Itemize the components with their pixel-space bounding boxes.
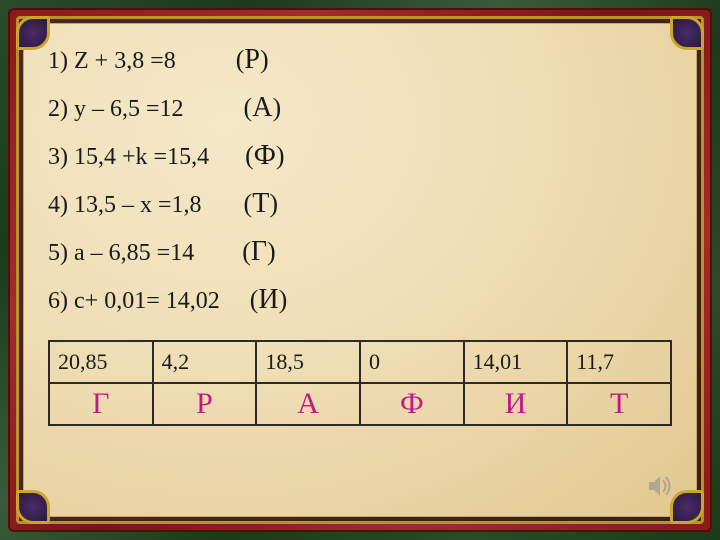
table-row-numbers: 20,854,218,5014,0111,7: [49, 341, 671, 383]
spacer: [209, 144, 245, 171]
equation-row: 4) 13,5 – х =1,8 (Т): [48, 188, 672, 220]
equation-letter: (Ф): [245, 140, 284, 172]
table-cell-number: 20,85: [49, 341, 153, 383]
corner-ornament-tl: [16, 16, 50, 50]
corner-ornament-br: [670, 490, 704, 524]
ornate-frame-outer: 1) Z + 3,8 =8 (Р) 2) у – 6,5 =12 (А) 3) 15…: [0, 0, 720, 540]
equation-number: 2): [48, 96, 74, 123]
corner-ornament-tr: [670, 16, 704, 50]
equation-expression: Z + 3,8 =8: [74, 48, 176, 75]
table-cell-number: 0: [360, 341, 464, 383]
equation-expression: 15,4 +k =15,4: [74, 144, 209, 171]
equation-expression: а – 6,85 =14: [74, 240, 194, 267]
spacer: [194, 240, 242, 267]
spacer: [184, 96, 244, 123]
equation-row: 3) 15,4 +k =15,4 (Ф): [48, 140, 672, 172]
table-cell-number: 18,5: [256, 341, 360, 383]
table-cell-letter: А: [256, 383, 360, 425]
corner-ornament-bl: [16, 490, 50, 524]
equation-number: 3): [48, 144, 74, 171]
table-row-letters: ГРАФИТ: [49, 383, 671, 425]
ornate-frame-red: 1) Z + 3,8 =8 (Р) 2) у – 6,5 =12 (А) 3) 15…: [8, 8, 712, 532]
equation-list: 1) Z + 3,8 =8 (Р) 2) у – 6,5 =12 (А) 3) 15…: [48, 44, 672, 316]
equation-letter: (Г): [242, 236, 276, 268]
equation-number: 6): [48, 288, 74, 315]
equation-expression: у – 6,5 =12: [74, 96, 184, 123]
table-cell-number: 11,7: [567, 341, 671, 383]
equation-number: 5): [48, 240, 74, 267]
equation-number: 4): [48, 192, 74, 219]
equation-number: 1): [48, 48, 74, 75]
ornate-frame-gold: 1) Z + 3,8 =8 (Р) 2) у – 6,5 =12 (А) 3) 15…: [16, 16, 704, 524]
equation-expression: 13,5 – х =1,8: [74, 192, 202, 219]
sound-icon[interactable]: [646, 474, 674, 498]
table-cell-number: 14,01: [464, 341, 568, 383]
equation-letter: (Р): [236, 44, 269, 76]
table-cell-letter: Ф: [360, 383, 464, 425]
equation-letter: (Т): [244, 188, 278, 220]
answer-table: 20,854,218,5014,0111,7 ГРАФИТ: [48, 340, 672, 426]
equation-row: 1) Z + 3,8 =8 (Р): [48, 44, 672, 76]
spacer: [220, 288, 250, 315]
parchment-content: 1) Z + 3,8 =8 (Р) 2) у – 6,5 =12 (А) 3) 15…: [23, 23, 697, 517]
table-cell-number: 4,2: [153, 341, 257, 383]
spacer: [176, 48, 236, 75]
equation-row: 5) а – 6,85 =14 (Г): [48, 236, 672, 268]
spacer: [202, 192, 244, 219]
table-cell-letter: Р: [153, 383, 257, 425]
table-cell-letter: И: [464, 383, 568, 425]
table-cell-letter: Г: [49, 383, 153, 425]
equation-letter: (А): [244, 92, 282, 124]
equation-row: 2) у – 6,5 =12 (А): [48, 92, 672, 124]
equation-expression: с+ 0,01= 14,02: [74, 288, 220, 315]
table-cell-letter: Т: [567, 383, 671, 425]
equation-letter: (И): [250, 284, 288, 316]
equation-row: 6) с+ 0,01= 14,02 (И): [48, 284, 672, 316]
